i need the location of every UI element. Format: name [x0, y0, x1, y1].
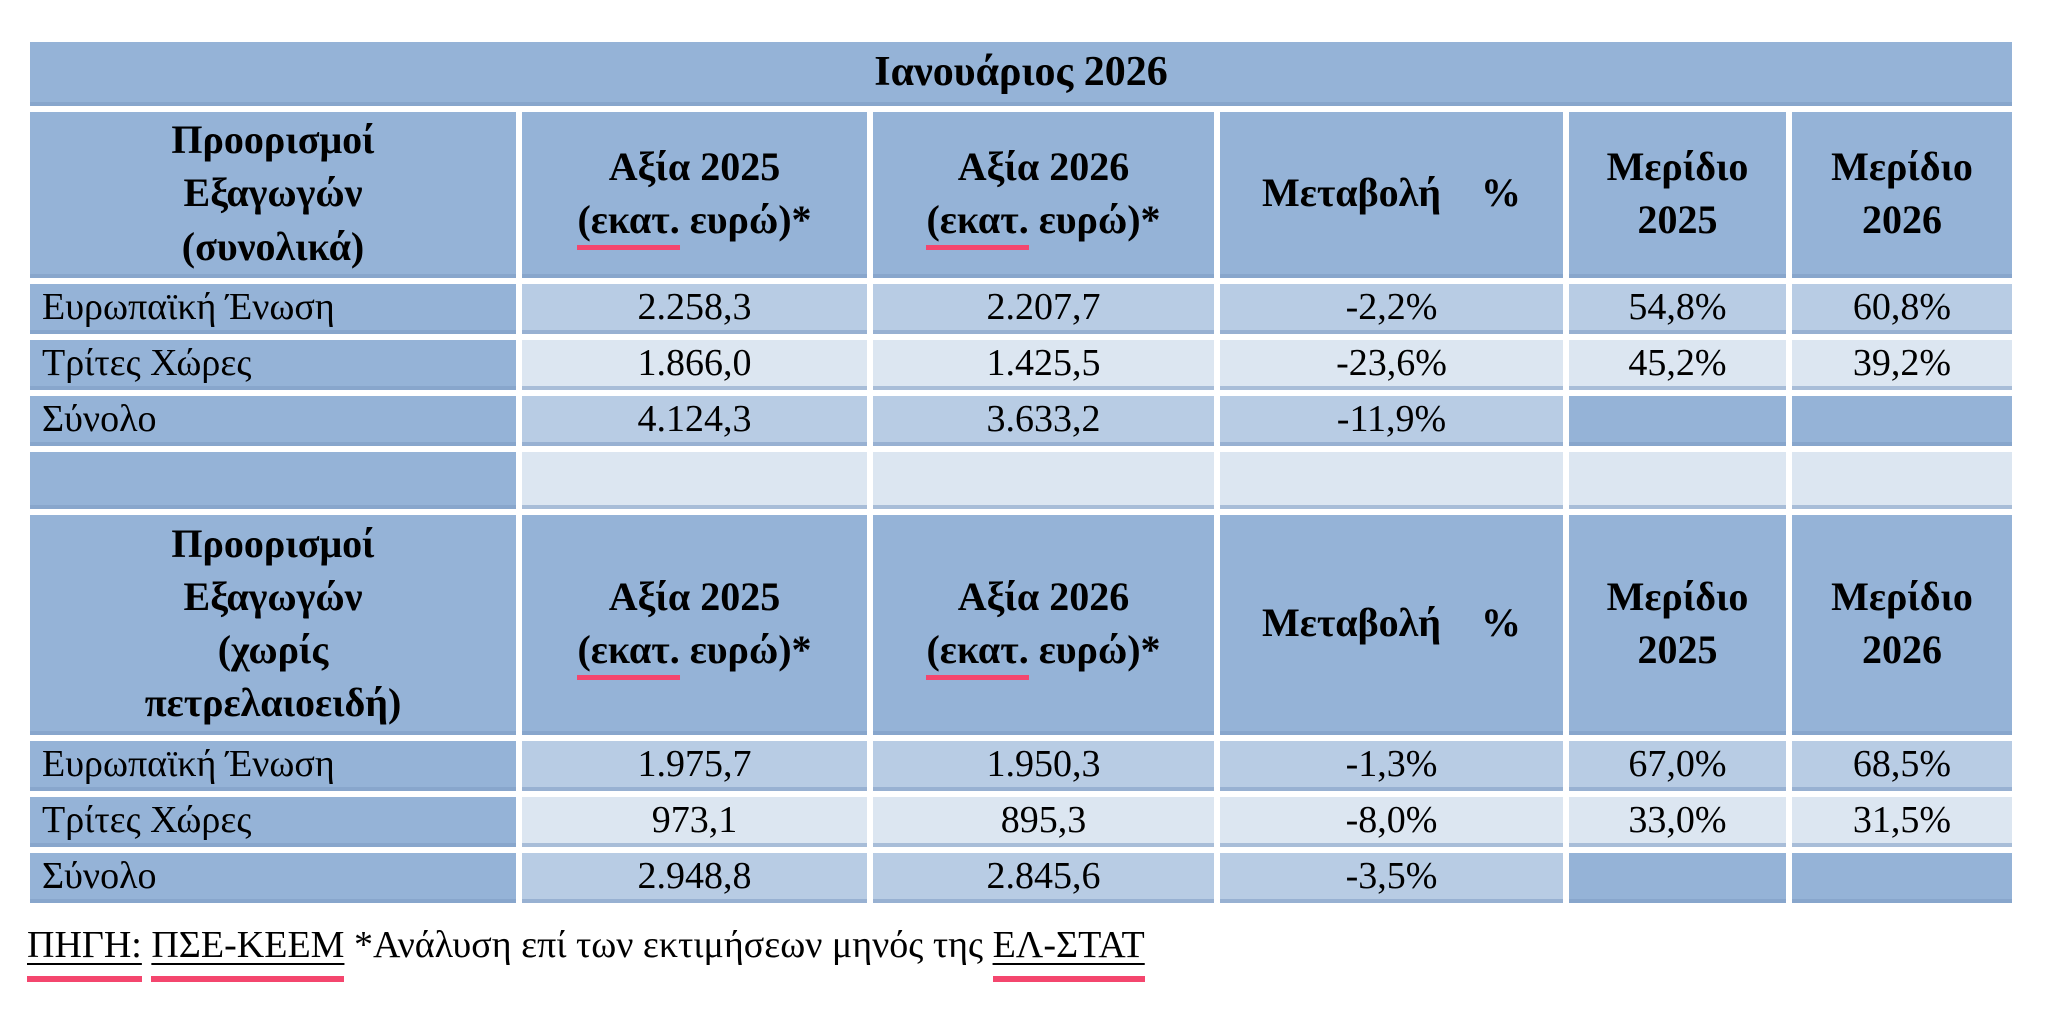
col-header-destinations-non-oil: Προορισμοί Εξαγωγών (χωρίς πετρελαιοειδή… [30, 515, 516, 735]
spacer-cell [873, 452, 1214, 509]
col-header-value-2026: Αξία 2026 (εκατ. ευρώ)* [873, 112, 1214, 278]
exports-table: Ιανουάριος 2026 Προορισμοί Εξαγωγών (συν… [24, 36, 2018, 909]
table-row-third-countries-total: Τρίτες Χώρες 1.866,0 1.425,5 -23,6% 45,2… [30, 340, 2013, 390]
cell-value-2025: 2.948,8 [522, 853, 867, 903]
cell-share-2025-empty [1569, 396, 1786, 446]
value-2026-line1: Αξία 2026 [957, 573, 1130, 619]
cell-change: -8,0% [1220, 797, 1563, 847]
row-label: Τρίτες Χώρες [30, 340, 516, 390]
cell-change: -1,3% [1220, 741, 1563, 791]
spacer-row [30, 452, 2013, 509]
spacer-cell [1220, 452, 1563, 509]
cell-share-2026: 39,2% [1792, 340, 2013, 390]
col-header-value-2026: Αξία 2026 (εκατ. ευρώ)* [873, 515, 1214, 735]
value-2025-line1: Αξία 2025 [608, 573, 781, 619]
cell-value-2025: 1.866,0 [522, 340, 867, 390]
row-label: Τρίτες Χώρες [30, 797, 516, 847]
cell-share-2026: 60,8% [1792, 284, 2013, 334]
value-unit-rest: ευρώ)* [1028, 197, 1161, 242]
source-org: ΠΣΕ-ΚΕΕΜ [151, 924, 345, 982]
value-unit-rest: ευρώ)* [679, 197, 812, 242]
cell-share-2025: 45,2% [1569, 340, 1786, 390]
cell-share-2026: 68,5% [1792, 741, 2013, 791]
cell-value-2026: 2.845,6 [873, 853, 1214, 903]
cell-share-2026-empty [1792, 853, 2013, 903]
row-label: Ευρωπαϊκή Ένωση [30, 741, 516, 791]
table-row-eu-total: Ευρωπαϊκή Ένωση 2.258,3 2.207,7 -2,2% 54… [30, 284, 2013, 334]
footnote-org: ΕΛ-ΣΤΑΤ [992, 924, 1145, 982]
col-header-change: Μεταβολή % [1220, 112, 1563, 278]
cell-share-2026-empty [1792, 396, 2013, 446]
row-label: Ευρωπαϊκή Ένωση [30, 284, 516, 334]
cell-value-2026: 2.207,7 [873, 284, 1214, 334]
col-header-share-2025: Μερίδιο 2025 [1569, 515, 1786, 735]
cell-value-2025: 973,1 [522, 797, 867, 847]
value-2025-line1: Αξία 2025 [608, 143, 781, 189]
value-unit-marked: (εκατ. [577, 197, 680, 250]
cell-value-2025: 1.975,7 [522, 741, 867, 791]
cell-value-2026: 1.950,3 [873, 741, 1214, 791]
table-row-sum-non-oil: Σύνολο 2.948,8 2.845,6 -3,5% [30, 853, 2013, 903]
footnote-text: *Ανάλυση επί των εκτιμήσεων μηνός της [353, 924, 984, 966]
table-row-third-countries-non-oil: Τρίτες Χώρες 973,1 895,3 -8,0% 33,0% 31,… [30, 797, 2013, 847]
cell-value-2025: 4.124,3 [522, 396, 867, 446]
spacer-cell [30, 452, 516, 509]
value-unit-marked: (εκατ. [926, 197, 1029, 250]
col-header-destinations-total: Προορισμοί Εξαγωγών (συνολικά) [30, 112, 516, 278]
row-label: Σύνολο [30, 396, 516, 446]
source-footnote: ΠΗΓΗ: ΠΣΕ-ΚΕΕΜ *Ανάλυση επί των εκτιμήσε… [27, 923, 2046, 982]
cell-share-2025: 67,0% [1569, 741, 1786, 791]
cell-value-2026: 1.425,5 [873, 340, 1214, 390]
col-header-share-2026: Μερίδιο 2026 [1792, 112, 2013, 278]
col-header-share-2026: Μερίδιο 2026 [1792, 515, 2013, 735]
col-header-value-2025: Αξία 2025 (εκατ. ευρώ)* [522, 112, 867, 278]
section1-header-row: Προορισμοί Εξαγωγών (συνολικά) Αξία 2025… [30, 112, 2013, 278]
cell-change: -3,5% [1220, 853, 1563, 903]
col-header-change: Μεταβολή % [1220, 515, 1563, 735]
table-row-eu-non-oil: Ευρωπαϊκή Ένωση 1.975,7 1.950,3 -1,3% 67… [30, 741, 2013, 791]
col-header-value-2025: Αξία 2025 (εκατ. ευρώ)* [522, 515, 867, 735]
cell-value-2026: 895,3 [873, 797, 1214, 847]
value-unit-rest: ευρώ)* [679, 627, 812, 672]
cell-share-2025: 54,8% [1569, 284, 1786, 334]
spacer-cell [1792, 452, 2013, 509]
cell-value-2025: 2.258,3 [522, 284, 867, 334]
spacer-cell [1569, 452, 1786, 509]
value-2026-line1: Αξία 2026 [957, 143, 1130, 189]
value-unit-marked: (εκατ. [577, 627, 680, 680]
row-label: Σύνολο [30, 853, 516, 903]
cell-change: -11,9% [1220, 396, 1563, 446]
cell-change: -2,2% [1220, 284, 1563, 334]
cell-value-2026: 3.633,2 [873, 396, 1214, 446]
spacer-cell [522, 452, 867, 509]
table-title: Ιανουάριος 2026 [30, 42, 2013, 106]
col-header-share-2025: Μερίδιο 2025 [1569, 112, 1786, 278]
source-label: ΠΗΓΗ: [27, 924, 142, 982]
cell-share-2026: 31,5% [1792, 797, 2013, 847]
title-row: Ιανουάριος 2026 [30, 42, 2013, 106]
value-unit-marked: (εκατ. [926, 627, 1029, 680]
value-unit-rest: ευρώ)* [1028, 627, 1161, 672]
cell-share-2025-empty [1569, 853, 1786, 903]
cell-change: -23,6% [1220, 340, 1563, 390]
section2-header-row: Προορισμοί Εξαγωγών (χωρίς πετρελαιοειδή… [30, 515, 2013, 735]
cell-share-2025: 33,0% [1569, 797, 1786, 847]
table-row-sum-total: Σύνολο 4.124,3 3.633,2 -11,9% [30, 396, 2013, 446]
